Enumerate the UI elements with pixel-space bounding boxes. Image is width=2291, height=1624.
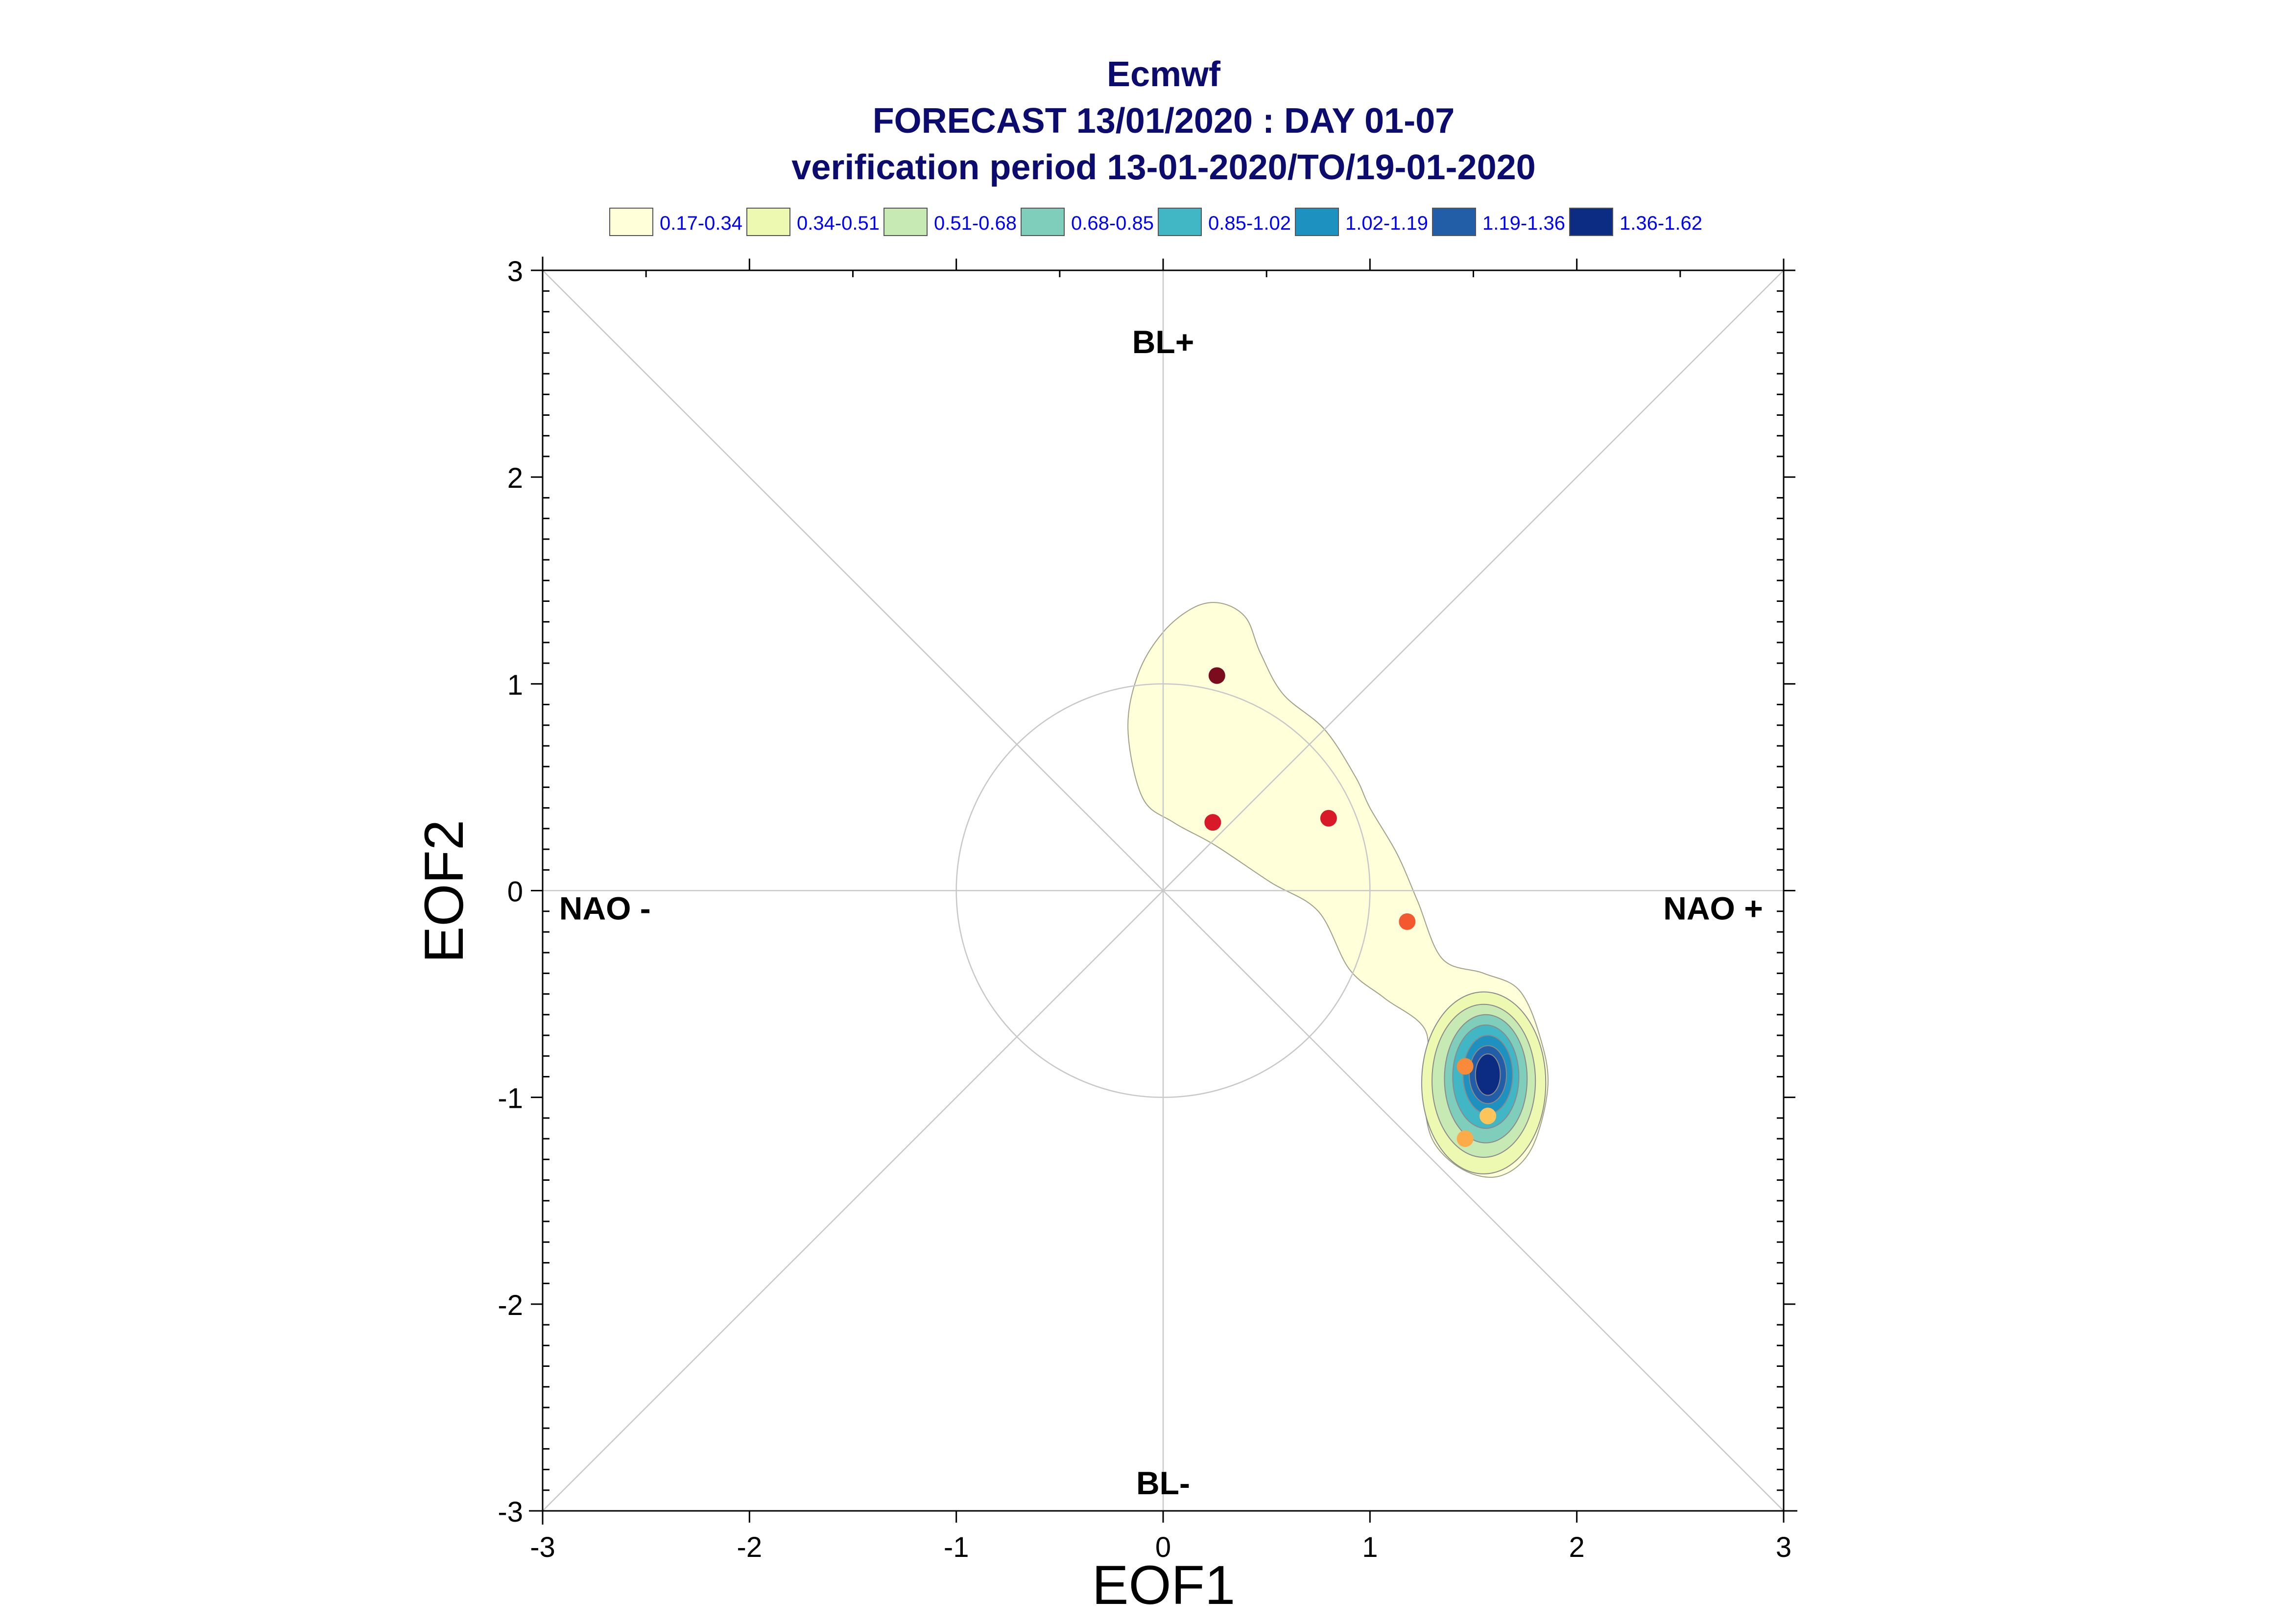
region-label-nao-minus: NAO - (559, 890, 651, 927)
x-tick-label: 3 (1776, 1531, 1791, 1563)
region-label-bl-minus: BL- (1136, 1465, 1190, 1501)
guide-lines (542, 270, 1784, 1511)
chart-title-line-1: Ecmwf (1107, 55, 1221, 94)
legend-label: 0.85-1.02 (1208, 213, 1291, 234)
x-axis-title: EOF1 (1092, 1554, 1236, 1616)
legend-label: 0.68-0.85 (1071, 213, 1154, 234)
legend-swatch-overlay (1569, 208, 1613, 236)
y-tick-label: -3 (498, 1496, 523, 1528)
density-contours (1127, 602, 1549, 1178)
x-tick-label: -3 (530, 1531, 555, 1563)
density-legend: 0.17-0.34 0.34-0.51 0.51-0.68 0.68-0.85 0.85… (609, 208, 1702, 236)
y-tick-label: -2 (498, 1290, 523, 1321)
x-tick-label: 2 (1569, 1531, 1585, 1563)
data-point (1456, 1058, 1474, 1075)
legend-label: 1.19-1.36 (1482, 213, 1565, 234)
data-point (1208, 667, 1225, 684)
x-tick-label: 1 (1362, 1531, 1378, 1563)
legend-swatch-overlay (1021, 208, 1065, 236)
chart-title-line-2: FORECAST 13/01/2020 : DAY 01-07 (873, 101, 1455, 141)
legend-label: 0.34-0.51 (797, 213, 880, 234)
legend-label: 0.51-0.68 (934, 213, 1017, 234)
region-label-nao-plus: NAO + (1663, 890, 1763, 927)
y-tick-label: 3 (507, 256, 523, 287)
legend-label: 0.17-0.34 (660, 213, 742, 234)
legend-label: 1.02-1.19 (1345, 213, 1428, 234)
data-point (1320, 810, 1337, 827)
chart-titles: Ecmwf FORECAST 13/01/2020 : DAY 01-07 ve… (791, 55, 1535, 187)
y-tick-label: 1 (507, 669, 523, 701)
x-tick-label: -2 (737, 1531, 763, 1563)
data-point (1480, 1107, 1497, 1124)
legend-swatch-overlay (746, 208, 790, 236)
data-point (1399, 913, 1416, 930)
legend-swatch-overlay (883, 208, 928, 236)
data-points (1204, 667, 1497, 1147)
region-labels: BL+ BL- NAO - NAO + (559, 324, 1763, 1501)
unit-circle (955, 683, 1371, 1098)
y-tick-label: 0 (507, 876, 523, 908)
axis-titles: EOF1 EOF2 (413, 820, 1235, 1616)
legend-swatch-overlay (1432, 208, 1476, 236)
legend-swatch (609, 208, 653, 236)
y-tick-label: 2 (507, 462, 523, 494)
y-axis-title: EOF2 (413, 820, 475, 963)
x-tick-label: 0 (1155, 1531, 1171, 1563)
data-point (1456, 1130, 1474, 1147)
legend-label: 1.36-1.62 (1620, 213, 1702, 234)
y-tick-label: -1 (498, 1083, 523, 1115)
density-contour-level-7 (1475, 1053, 1501, 1096)
chart-title-line-3: verification period 13-01-2020/TO/19-01-… (791, 148, 1535, 187)
legend-swatch-overlay (1295, 208, 1339, 236)
data-point (1204, 814, 1221, 831)
x-tick-label: -1 (944, 1531, 969, 1563)
legend-swatch-overlay (1158, 208, 1202, 236)
axes: -3 -2 -1 0 1 2 3 -3 -2 -1 0 1 2 3 (498, 256, 1797, 1563)
region-label-bl-plus: BL+ (1132, 324, 1194, 360)
